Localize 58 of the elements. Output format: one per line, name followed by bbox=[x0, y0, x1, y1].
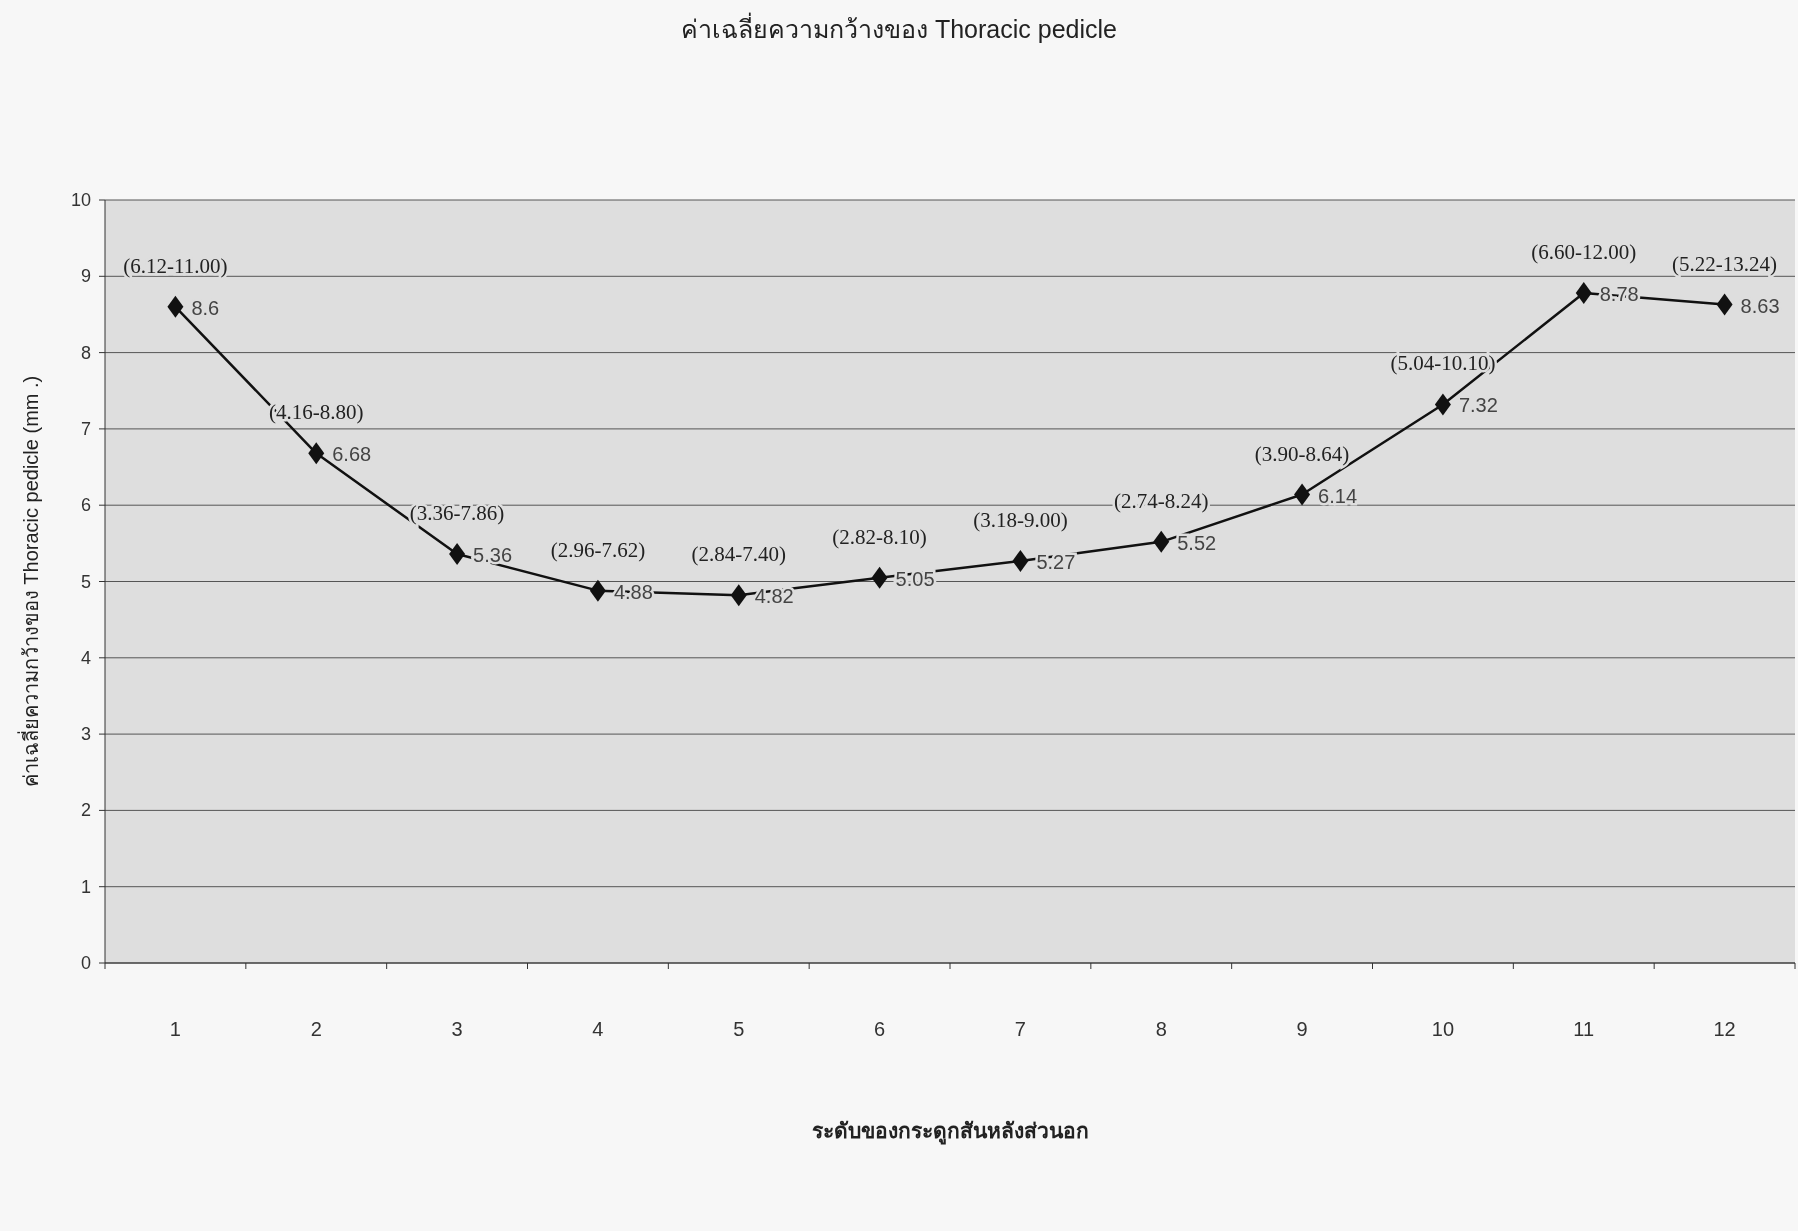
data-label: 8.63 bbox=[1740, 294, 1780, 317]
point bbox=[589, 579, 606, 602]
y-tick-label: 0 bbox=[80, 953, 91, 973]
point bbox=[1575, 282, 1592, 305]
chart-title: ค่าเฉลี่ยความกว้างของ Thoracic pedicle bbox=[681, 12, 1117, 43]
y-tick-label: 5 bbox=[80, 571, 91, 592]
data-label: 4.82 bbox=[754, 585, 794, 608]
point bbox=[1294, 483, 1311, 506]
y-tick-label: 2 bbox=[80, 800, 91, 821]
y-axis-title: ค่าเฉลี่ยความกว้างของ Thoracic pedicle (mm .) bbox=[17, 375, 42, 788]
annotation: (3.90-8.64) bbox=[1254, 441, 1350, 466]
data-label: 7.32 bbox=[1458, 394, 1498, 417]
y-tick-label: 9 bbox=[80, 266, 91, 287]
x-tick-label: 11 bbox=[1573, 1018, 1595, 1040]
x-tick-label: 6 bbox=[874, 1018, 886, 1040]
point bbox=[730, 584, 747, 607]
y-tick-label: 10 bbox=[70, 190, 91, 210]
annotation: (2.82-8.10) bbox=[832, 524, 927, 549]
data-label: 5.36 bbox=[473, 544, 513, 567]
x-tick-label: 3 bbox=[451, 1018, 463, 1040]
annotation: (6.60-12.00) bbox=[1531, 240, 1637, 265]
x-tick-label: 9 bbox=[1296, 1018, 1308, 1040]
point bbox=[308, 442, 325, 465]
x-tick-label: 1 bbox=[169, 1018, 181, 1040]
annotation: (5.04-10.10) bbox=[1390, 351, 1496, 376]
y-tick-label: 3 bbox=[80, 724, 91, 745]
annotation: (5.22-13.24) bbox=[1672, 251, 1778, 276]
annotation: (6.12-11.00) bbox=[123, 253, 228, 278]
data-label: 8.6 bbox=[191, 296, 220, 319]
x-tick-label: 8 bbox=[1155, 1018, 1167, 1040]
x-tick-label: 12 bbox=[1713, 1018, 1736, 1040]
data-label: 5.27 bbox=[1036, 550, 1076, 573]
y-tick-label: 6 bbox=[80, 495, 91, 516]
y-tick-label: 7 bbox=[80, 418, 91, 439]
x-tick-label: 2 bbox=[310, 1018, 322, 1040]
data-label: 5.52 bbox=[1177, 531, 1217, 554]
x-tick-label: 5 bbox=[733, 1018, 745, 1040]
point bbox=[1716, 293, 1733, 316]
x-tick-label: 7 bbox=[1014, 1018, 1026, 1040]
x-tick-label: 4 bbox=[592, 1018, 604, 1040]
annotation: (2.74-8.24) bbox=[1114, 488, 1209, 513]
x-axis-title: ระดับของกระดูกสันหลังส่วนอก bbox=[811, 1119, 1089, 1145]
point bbox=[871, 566, 888, 589]
y-tick-label: 8 bbox=[80, 342, 91, 363]
annotation: (2.84-7.40) bbox=[691, 542, 786, 567]
data-label: 6.14 bbox=[1318, 484, 1358, 507]
y-tick-label: 1 bbox=[80, 876, 91, 897]
point bbox=[1012, 549, 1029, 572]
x-tick-label: 10 bbox=[1431, 1018, 1455, 1040]
y-tick-label: 4 bbox=[80, 647, 91, 668]
annotation: (3.36-7.86) bbox=[409, 501, 505, 526]
point bbox=[449, 543, 466, 566]
annotation: (2.96-7.62) bbox=[550, 537, 646, 562]
annotation: (3.18-9.00) bbox=[973, 507, 1068, 532]
data-label: 6.68 bbox=[332, 443, 372, 466]
point bbox=[1153, 530, 1170, 553]
point bbox=[167, 295, 184, 318]
point bbox=[1434, 393, 1451, 416]
